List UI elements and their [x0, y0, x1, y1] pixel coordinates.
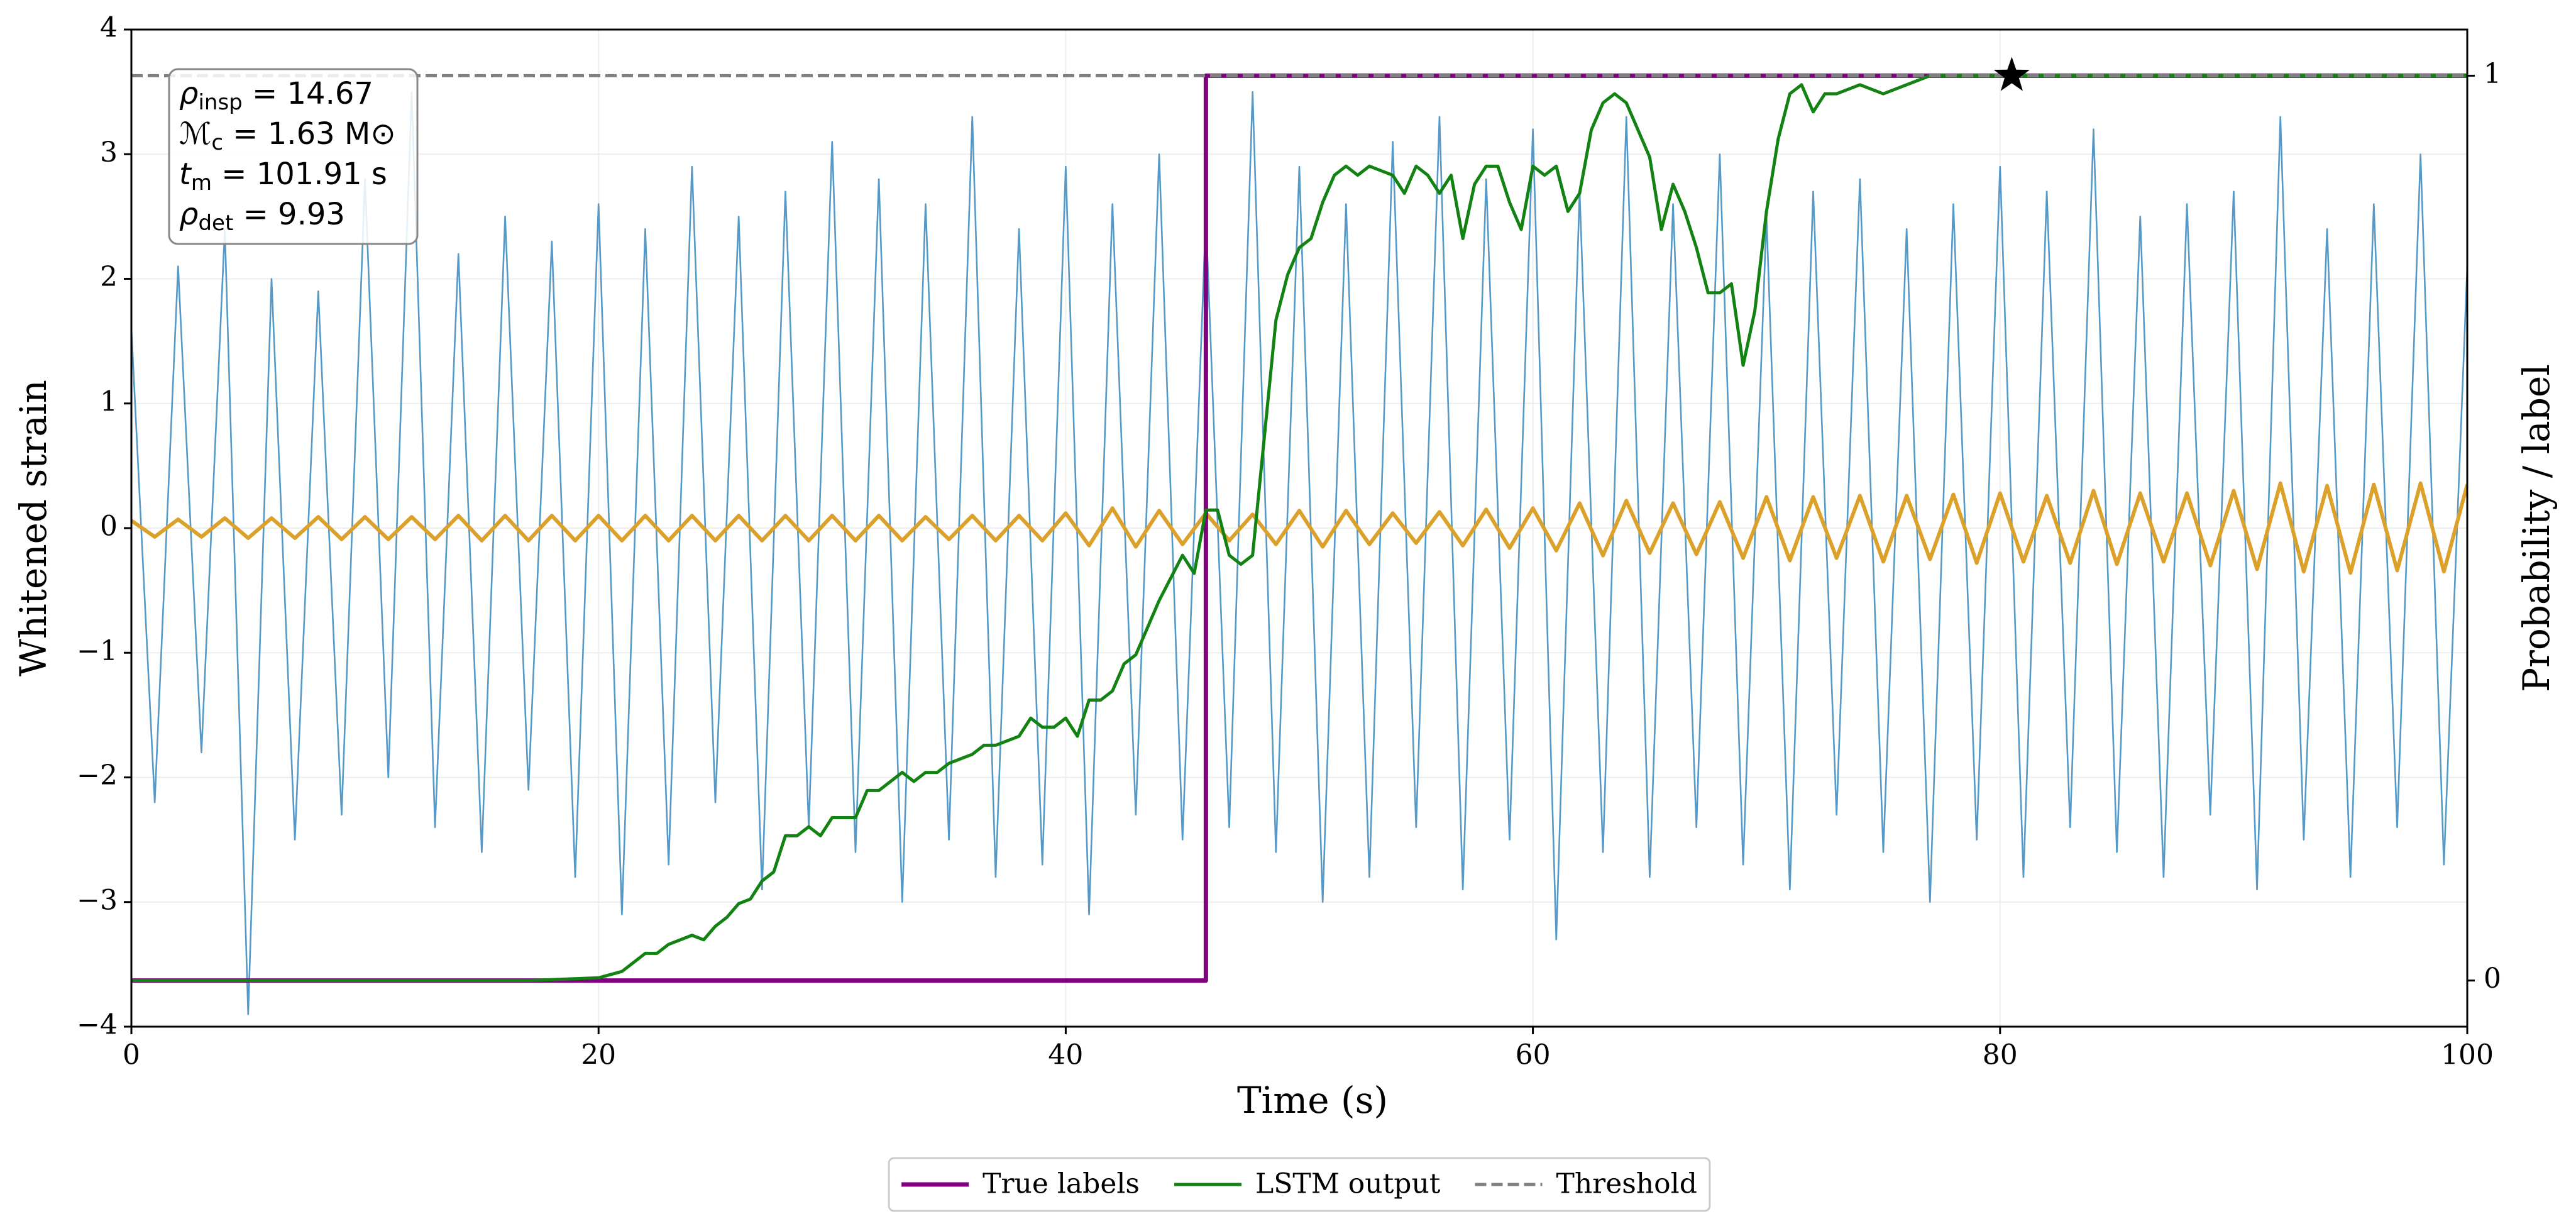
legend-label: Threshold [1556, 1168, 1697, 1200]
series-line [131, 481, 2467, 575]
y-tick-label: 4 [100, 12, 118, 44]
annotation-box [168, 68, 419, 245]
annotation-symbol: ℳ [179, 116, 211, 152]
annotation-line: ρinsp = 14.67 [179, 76, 373, 115]
annotation-value: = 14.67 [243, 76, 373, 111]
y-tick-label: −4 [77, 1009, 118, 1041]
annotation-sub: insp [198, 90, 242, 115]
legend-frame [888, 1157, 1711, 1212]
y-tick-label: −1 [77, 635, 118, 667]
y-tick-label: −3 [77, 884, 118, 916]
x-tick-label: 0 [123, 1039, 140, 1071]
y-tick-label: 2 [100, 261, 118, 293]
y2-axis-label: Probability / label [2515, 364, 2558, 692]
y2-tick-label: 1 [2484, 58, 2501, 90]
y-tick-label: 1 [100, 385, 118, 417]
legend-label: True labels [983, 1168, 1140, 1200]
plot-area [131, 73, 2467, 1015]
x-tick-label: 80 [1983, 1039, 2018, 1071]
y-tick-label: −2 [77, 759, 118, 792]
series-line [131, 74, 2467, 983]
x-tick-label: 60 [1516, 1039, 1551, 1071]
annotation-value: = 9.93 [233, 197, 345, 232]
annotation-line: ρdet = 9.93 [179, 197, 345, 236]
x-tick-label: 100 [2441, 1039, 2494, 1071]
x-tick-label: 40 [1048, 1039, 1083, 1071]
legend-label: LSTM output [1255, 1168, 1441, 1200]
x-tick-label: 20 [581, 1039, 616, 1071]
annotation-line: tm = 101.91 s [179, 157, 387, 196]
y-tick-label: 0 [100, 511, 118, 543]
annotation-symbol: t [179, 157, 192, 192]
star-marker [1993, 57, 2030, 91]
annotation-sub: m [191, 170, 212, 196]
annotation-value: = 1.63 M⊙ [223, 116, 396, 152]
series-line [131, 91, 2467, 1015]
legend: True labels LSTM output Threshold [888, 1157, 1711, 1212]
annotation-line: ℳc = 1.63 M⊙ [179, 116, 396, 155]
y-axis-label: Whitened strain [12, 380, 55, 676]
annotation-sub: c [211, 130, 223, 155]
annotation-value: = 101.91 s [212, 157, 387, 192]
y2-tick-label: 0 [2484, 963, 2501, 995]
annotation-symbol: ρ [179, 197, 198, 232]
x-axis-label: Time (s) [1237, 1079, 1388, 1122]
annotation-sub: det [198, 211, 233, 236]
annotation-symbol: ρ [179, 76, 198, 111]
y-tick-label: 3 [100, 136, 118, 168]
